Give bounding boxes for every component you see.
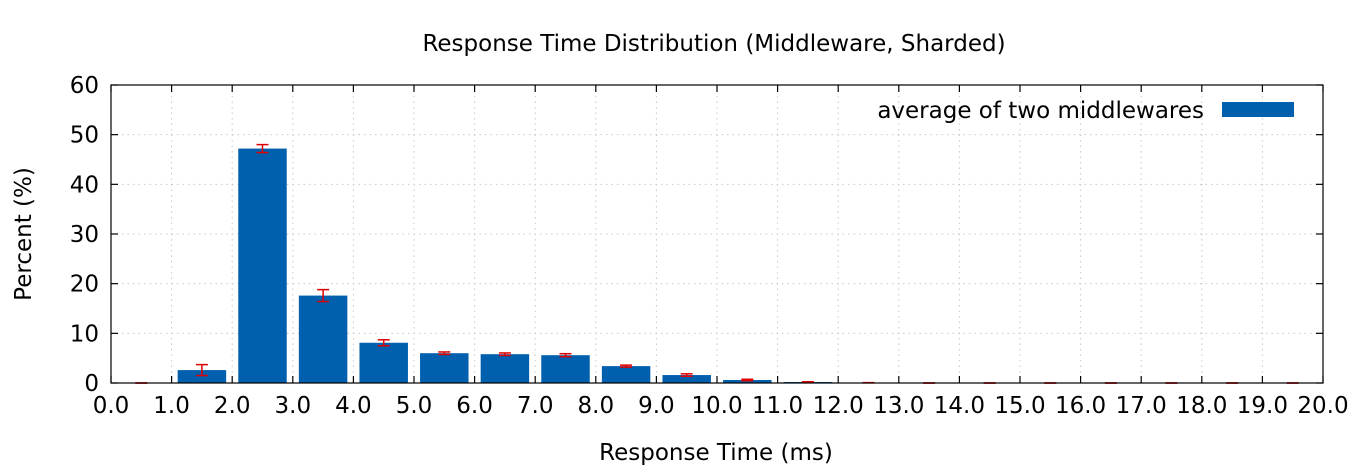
x-tick-label: 15.0 <box>994 393 1045 419</box>
histogram-bar <box>480 354 530 383</box>
histogram-bar <box>420 353 469 383</box>
x-tick-label: 2.0 <box>214 393 251 419</box>
y-tick-label: 10 <box>70 321 99 347</box>
x-tick-label: 10.0 <box>691 393 742 419</box>
y-tick-label: 30 <box>70 222 99 248</box>
x-tick-label: 3.0 <box>275 393 312 419</box>
x-tick-label: 8.0 <box>578 393 615 419</box>
x-tick-label: 16.0 <box>1055 393 1106 419</box>
y-tick-label: 60 <box>70 73 99 99</box>
x-tick-label: 7.0 <box>517 393 554 419</box>
y-tick-label: 50 <box>70 123 99 149</box>
legend-label: average of two middlewares <box>877 98 1204 124</box>
y-tick-labels: 0 10 20 30 40 50 60 <box>70 73 99 397</box>
histogram-bar <box>298 295 348 383</box>
x-tick-label: 6.0 <box>456 393 493 419</box>
grid <box>111 85 1323 383</box>
histogram-bar <box>359 342 408 383</box>
x-tick-label: 11.0 <box>752 393 803 419</box>
x-tick-label: 17.0 <box>1116 393 1167 419</box>
chart-title: Response Time Distribution (Middleware, … <box>422 31 1005 57</box>
x-tick-label: 20.0 <box>1297 393 1348 419</box>
histogram-bar <box>177 370 227 383</box>
x-tick-label: 0.0 <box>93 393 130 419</box>
y-tick-label: 20 <box>70 272 99 298</box>
x-tick-label: 5.0 <box>396 393 433 419</box>
y-tick-label: 40 <box>70 172 99 198</box>
x-tick-label: 18.0 <box>1176 393 1227 419</box>
x-axis-label: Response Time (ms) <box>599 440 833 466</box>
histogram-bar <box>662 375 711 383</box>
x-tick-label: 13.0 <box>873 393 924 419</box>
x-tick-label: 4.0 <box>335 393 372 419</box>
bars <box>177 148 893 384</box>
histogram-bar <box>238 148 287 383</box>
histogram-bar <box>541 355 590 383</box>
y-axis-label: Percent (%) <box>11 167 37 301</box>
x-tick-label: 12.0 <box>813 393 864 419</box>
x-tick-label: 19.0 <box>1237 393 1288 419</box>
histogram-bar <box>601 366 651 383</box>
legend-swatch <box>1222 102 1294 117</box>
x-tick-labels: 0.0 1.0 2.0 3.0 4.0 5.0 6.0 7.0 8.0 9.0 10.0 11.0 12… <box>93 393 1349 419</box>
legend: average of two middlewares <box>877 98 1294 124</box>
y-tick-label: 0 <box>84 371 99 397</box>
x-tick-label: 14.0 <box>934 393 985 419</box>
x-tick-label: 1.0 <box>153 393 190 419</box>
x-tick-label: 9.0 <box>638 393 675 419</box>
axis-ticks <box>110 84 1324 384</box>
